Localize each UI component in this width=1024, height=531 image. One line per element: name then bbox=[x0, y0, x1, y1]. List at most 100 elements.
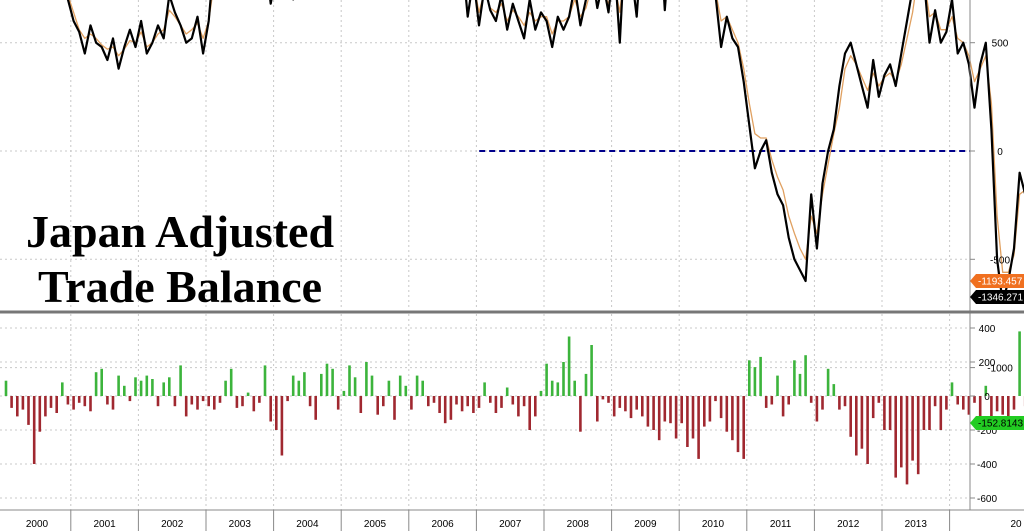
bar-mark bbox=[477, 396, 481, 408]
bar-mark bbox=[66, 396, 70, 405]
last-value-tags: -1193.457 -1346.271 -152.8143 bbox=[970, 274, 1024, 430]
bar-mark bbox=[579, 396, 582, 432]
bar-mark bbox=[483, 382, 486, 396]
bar-mark bbox=[139, 380, 143, 396]
bar-mark bbox=[511, 396, 515, 405]
bar-mark bbox=[145, 375, 149, 396]
bar-mark bbox=[567, 336, 571, 396]
bar-mark bbox=[843, 396, 847, 407]
x-tick-label: 2000 bbox=[26, 519, 49, 530]
bar-mark bbox=[94, 372, 98, 396]
bar-mark bbox=[612, 396, 616, 417]
x-tick-label: 2004 bbox=[296, 519, 319, 530]
bar-mark bbox=[89, 396, 92, 412]
bar-mark bbox=[562, 362, 565, 396]
bar-mark bbox=[973, 396, 976, 403]
bar-mark bbox=[646, 396, 650, 427]
bar-mark bbox=[32, 396, 36, 464]
y-tick-label: 500 bbox=[992, 39, 1009, 50]
bar-mark bbox=[826, 368, 830, 396]
bar-mark bbox=[787, 396, 790, 405]
bar-mark bbox=[798, 373, 802, 396]
x-tick-label: 2005 bbox=[364, 519, 387, 530]
bar-mark bbox=[753, 367, 757, 396]
y-tick-label: -1000 bbox=[987, 364, 1013, 375]
bar-mark bbox=[674, 396, 678, 439]
bar-mark bbox=[128, 396, 132, 402]
bar-mark bbox=[398, 375, 402, 396]
main-last-value-tag-text: -1346.271 bbox=[978, 293, 1023, 304]
bar-mark bbox=[432, 396, 436, 403]
bar-mark bbox=[877, 396, 881, 403]
bar-mark bbox=[179, 365, 182, 396]
bar-mark bbox=[793, 360, 796, 396]
bar-mark bbox=[173, 396, 177, 407]
y-tick-label: 400 bbox=[979, 324, 996, 335]
bar-mark bbox=[415, 375, 419, 396]
y-tick-label: -200 bbox=[977, 426, 997, 437]
bar-mark bbox=[404, 385, 408, 396]
bar-mark bbox=[438, 396, 441, 413]
bar-mark bbox=[466, 396, 469, 407]
line-series bbox=[66, 0, 1024, 304]
bar-mark bbox=[443, 396, 447, 424]
bar-mark bbox=[27, 396, 30, 425]
bar-mark bbox=[821, 396, 824, 410]
bar-mark bbox=[945, 396, 948, 410]
x-tick-label: 20 bbox=[1010, 519, 1022, 530]
bar-mark bbox=[162, 382, 165, 396]
bar-mark bbox=[556, 382, 560, 396]
bar-mark bbox=[235, 396, 239, 408]
bar-mark bbox=[584, 373, 588, 396]
bar-mark bbox=[196, 396, 199, 410]
bar-mark bbox=[539, 390, 543, 396]
alt-last-value-tag-text: -1193.457 bbox=[978, 277, 1023, 288]
x-tick-label: 2012 bbox=[837, 519, 860, 530]
bar-mark bbox=[703, 396, 706, 427]
main-series-line bbox=[66, 0, 1024, 304]
bar-mark bbox=[184, 396, 188, 417]
bar-mark bbox=[883, 396, 886, 430]
bar-mark bbox=[815, 396, 819, 422]
bar-mark bbox=[190, 396, 194, 405]
bar-mark bbox=[984, 385, 988, 396]
bar-mark bbox=[669, 396, 672, 424]
bar-mark bbox=[275, 396, 278, 430]
bar-mark bbox=[38, 396, 42, 432]
bar-mark bbox=[748, 360, 751, 396]
bar-mark bbox=[77, 396, 81, 403]
alt-last-value-tag: -1193.457 bbox=[970, 274, 1024, 288]
bar-mark bbox=[950, 382, 954, 396]
bar-mark bbox=[962, 396, 965, 410]
bar-mark bbox=[201, 396, 205, 402]
bar-mark bbox=[308, 396, 312, 407]
bar-mark bbox=[855, 396, 858, 456]
chart-title-line-2: Trade Balance bbox=[38, 261, 322, 312]
bar-mark bbox=[280, 396, 284, 456]
bar-mark bbox=[522, 396, 526, 407]
bar-mark bbox=[922, 396, 926, 430]
bar-mark bbox=[21, 396, 25, 410]
bar-mark bbox=[252, 396, 256, 412]
bar-mark bbox=[472, 396, 475, 413]
bar-mark bbox=[224, 380, 227, 396]
bar-mark bbox=[10, 396, 13, 408]
bar-mark bbox=[325, 363, 329, 396]
bar-mark bbox=[719, 396, 723, 419]
bar-mark bbox=[500, 396, 503, 408]
bar-mark bbox=[320, 373, 323, 396]
bar-mark bbox=[291, 375, 295, 396]
bar-mark bbox=[860, 396, 864, 449]
line-panel-grid bbox=[0, 0, 970, 369]
bar-mark bbox=[117, 375, 120, 396]
bar-mark bbox=[680, 396, 683, 424]
bar-mark bbox=[246, 392, 250, 396]
bar-mark bbox=[370, 375, 374, 396]
bar-mark bbox=[100, 368, 103, 396]
bar-mark bbox=[61, 382, 64, 396]
bar-mark bbox=[652, 396, 655, 430]
bar-mark bbox=[596, 396, 599, 422]
bar-mark bbox=[742, 396, 745, 459]
bar-mark bbox=[460, 396, 464, 412]
